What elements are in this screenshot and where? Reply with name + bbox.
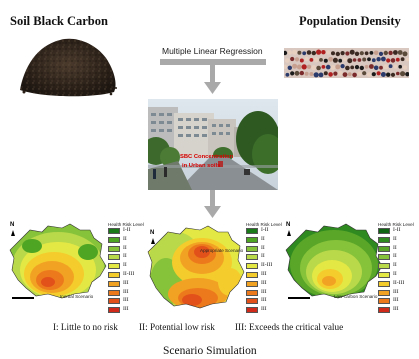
risk-map-inertial: [9, 223, 107, 299]
risk-key-item-1: I: Little to no risk: [53, 322, 118, 332]
legend-appropriate: I-II II II II II-III III III III III III: [246, 227, 281, 318]
legend-swatch: [378, 272, 390, 278]
risk-map-low-carbon: [285, 223, 383, 299]
legend-label: II: [393, 262, 397, 269]
legend-label: II: [261, 235, 265, 242]
legend-label: II: [123, 253, 127, 260]
legend-label: II: [393, 253, 397, 260]
photo-overlay-line1: SBC Concentration: [180, 154, 234, 160]
legend-swatch: [246, 298, 258, 305]
legend-label: III: [393, 306, 399, 313]
north-arrow-icon-shape: [287, 230, 291, 236]
legend-swatch: [246, 280, 258, 287]
legend-label: II: [393, 271, 397, 277]
legend-label: II: [123, 235, 127, 242]
legend-swatch: [378, 228, 390, 234]
legend-label: III: [393, 297, 399, 304]
north-arrow-icon: N: [286, 222, 291, 228]
legend-label: I-II: [123, 227, 131, 233]
legend-swatch: [108, 280, 120, 287]
risk-key-item-2: II: Potential low risk: [139, 322, 215, 332]
legend-label: II: [123, 262, 127, 269]
map-panel-inertial: N Inertial Scenario Health Risk Level I-…: [8, 222, 144, 322]
legend-label: III: [123, 288, 129, 295]
legend-swatch: [378, 280, 390, 287]
legend-label: II: [123, 244, 127, 251]
legend-swatch: [378, 307, 390, 314]
north-arrow-icon: N: [150, 230, 155, 236]
legend-low-carbon: I-II II II II II II II-III III III III: [378, 227, 413, 318]
north-arrow-icon: N: [10, 222, 15, 228]
scenario-label-inertial: Inertial Scenario: [60, 294, 94, 299]
map-panel-appropriate: N Appropriate Scenario Health Risk Level…: [146, 222, 282, 322]
scale-bar: [12, 297, 34, 299]
legend-label: I-II: [393, 227, 401, 233]
legend-swatch: [108, 254, 120, 261]
legend-title-low-carbon: Health Risk Level: [378, 222, 414, 227]
legend-label: III: [261, 279, 267, 286]
north-arrow-icon-shape: [151, 238, 155, 244]
legend-swatch: [246, 245, 258, 252]
soil-black-carbon-title: Soil Black Carbon: [10, 14, 108, 28]
legend-label: II: [393, 244, 397, 251]
legend-label: II-III: [123, 271, 135, 277]
legend-swatch: [378, 263, 390, 270]
scale-bar: [288, 297, 310, 299]
crowd-image: [284, 48, 409, 78]
legend-label: II: [393, 235, 397, 242]
population-density-title: Population Density: [299, 14, 401, 28]
legend-label: II-III: [261, 262, 273, 269]
scenario-label-appropriate: Appropriate Scenario: [200, 248, 244, 253]
legend-swatch: [246, 289, 258, 296]
legend-label: III: [393, 288, 399, 295]
legend-title-inertial: Health Risk Level: [108, 222, 144, 227]
legend-swatch: [378, 289, 390, 296]
legend-swatch: [108, 272, 120, 278]
legend-swatch: [246, 307, 258, 314]
multiple-linear-regression-label: Multiple Linear Regression: [162, 46, 263, 56]
legend-title-appropriate: Health Risk Level: [246, 222, 282, 227]
legend-label: II-III: [393, 279, 405, 286]
legend-label: III: [261, 288, 267, 295]
legend-swatch: [108, 236, 120, 243]
legend-label: I-II: [261, 227, 269, 233]
legend-swatch: [246, 236, 258, 243]
soil-pile-image: [20, 38, 117, 97]
legend-swatch: [108, 263, 120, 270]
photo-overlay-line2: in Urban soils: [182, 163, 221, 169]
risk-map-appropriate: [147, 225, 245, 309]
legend-label: III: [123, 306, 129, 313]
legend-swatch: [108, 245, 120, 252]
legend-swatch: [246, 254, 258, 261]
north-arrow-icon-shape: [11, 230, 15, 236]
legend-swatch: [246, 263, 258, 270]
legend-label: III: [123, 297, 129, 304]
legend-label: III: [261, 271, 267, 277]
urban-street-photo: [148, 99, 278, 190]
legend-inertial: I-II II II II II II-III III III III III: [108, 227, 143, 318]
legend-label: III: [261, 297, 267, 304]
legend-swatch: [378, 298, 390, 305]
legend-label: II: [261, 244, 265, 251]
legend-swatch: [378, 236, 390, 243]
risk-key-item-3: III: Exceeds the critical value: [235, 322, 344, 332]
scenario-simulation-title: Scenario Simulation: [163, 345, 257, 357]
map-panel-low-carbon: N Low-carbon Scenario Health Risk Level …: [284, 222, 419, 322]
legend-swatch: [246, 272, 258, 278]
legend-label: II: [261, 253, 265, 260]
legend-swatch: [108, 307, 120, 314]
legend-swatch: [108, 228, 120, 234]
legend-swatch: [378, 245, 390, 252]
legend-swatch: [378, 254, 390, 261]
legend-label: III: [261, 306, 267, 313]
scenario-label-low-carbon: Low-carbon Scenario: [334, 294, 378, 299]
legend-swatch: [108, 298, 120, 305]
legend-swatch: [246, 228, 258, 234]
legend-label: III: [123, 279, 129, 286]
legend-swatch: [108, 289, 120, 296]
